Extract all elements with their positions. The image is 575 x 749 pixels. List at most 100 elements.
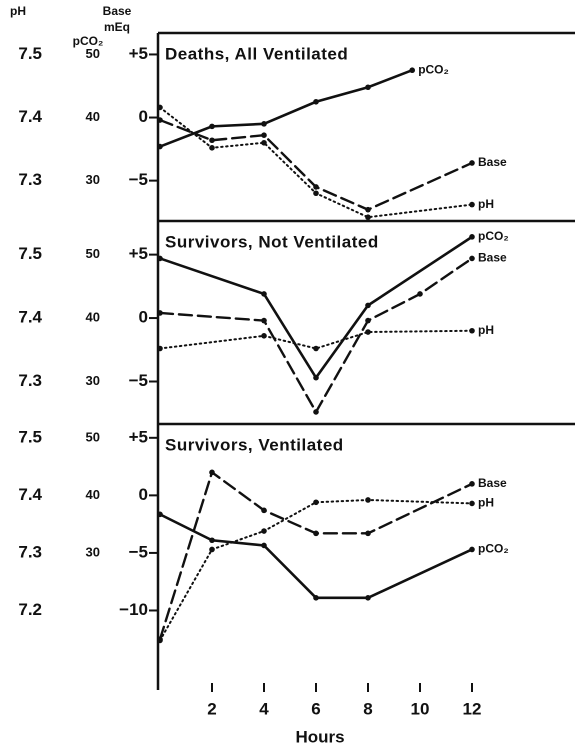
base-axis-label: Base — [103, 4, 132, 18]
y-tick-label: 40 — [86, 309, 100, 324]
y-tick-label: 30 — [86, 544, 100, 559]
y-tick-label: 7.3 — [18, 170, 42, 189]
panel-title: Survivors, Not Ventilated — [165, 232, 379, 251]
data-point — [313, 345, 319, 352]
x-tick-label: 2 — [207, 699, 216, 718]
series-line — [158, 513, 474, 600]
series-line — [158, 235, 474, 381]
data-point — [157, 345, 163, 352]
y-tick-label: 7.2 — [18, 600, 42, 619]
panel-title: Survivors, Ventilated — [165, 435, 344, 454]
data-point — [365, 317, 371, 324]
data-point — [261, 121, 267, 127]
y-tick-label: 7.4 — [18, 485, 42, 504]
x-tick-label: 4 — [259, 699, 269, 718]
data-point — [313, 595, 319, 601]
series-label: pCO₂ — [478, 542, 509, 556]
y-tick-label: 40 — [86, 487, 100, 502]
data-point — [469, 481, 475, 487]
y-tick-label: 7.5 — [18, 244, 42, 263]
data-point — [261, 317, 267, 324]
data-point — [469, 546, 475, 553]
data-point — [209, 469, 215, 476]
series-line — [158, 68, 414, 148]
data-point — [313, 409, 319, 415]
data-point — [313, 98, 319, 105]
data-point — [261, 132, 267, 139]
data-point — [409, 67, 416, 74]
y-tick-label: 50 — [86, 246, 100, 261]
series-line — [159, 498, 473, 642]
data-point — [157, 637, 163, 644]
data-point — [469, 234, 475, 240]
data-point — [261, 291, 267, 297]
data-point — [313, 374, 319, 381]
data-point — [209, 546, 215, 553]
data-point — [261, 139, 267, 146]
data-point — [313, 184, 319, 190]
data-point — [157, 255, 163, 262]
panel-title: Deaths, All Ventilated — [165, 44, 348, 63]
pco2-axis-label: pCO₂ — [73, 34, 104, 48]
data-point — [417, 291, 423, 297]
data-point — [157, 117, 163, 123]
y-tick-label: 7.5 — [18, 44, 42, 63]
data-point — [365, 84, 371, 91]
y-tick-label: +5 — [129, 427, 148, 446]
series-label: pH — [478, 323, 494, 337]
y-tick-label: 40 — [86, 109, 100, 124]
y-tick-label: +5 — [129, 44, 148, 63]
data-point — [365, 595, 371, 601]
data-point — [157, 104, 163, 111]
data-point — [313, 190, 319, 197]
data-point — [313, 530, 319, 537]
data-point — [261, 528, 267, 534]
data-point — [365, 302, 371, 309]
y-tick-label: 0 — [139, 308, 148, 327]
y-tick-label: 7.4 — [18, 107, 42, 126]
y-tick-label: 30 — [86, 172, 100, 187]
series-label: Base — [478, 251, 507, 265]
data-point — [209, 137, 215, 144]
x-tick-label: 12 — [463, 699, 482, 718]
data-point — [469, 500, 475, 507]
y-tick-label: −10 — [119, 600, 148, 619]
x-axis-label: Hours — [295, 727, 344, 746]
series-line — [159, 329, 473, 350]
data-point — [365, 214, 371, 221]
y-tick-label: 7.5 — [18, 427, 42, 446]
x-tick-label: 10 — [411, 699, 430, 718]
y-tick-label: 7.3 — [18, 542, 42, 561]
y-tick-label: −5 — [129, 170, 148, 189]
data-point — [209, 123, 215, 130]
data-point — [261, 507, 267, 514]
y-tick-label: 50 — [86, 429, 100, 444]
data-point — [365, 530, 371, 537]
data-point — [261, 542, 267, 549]
series-label: Base — [478, 155, 507, 169]
series-label: Base — [478, 476, 507, 490]
data-point — [469, 160, 475, 166]
y-tick-label: 50 — [86, 46, 100, 61]
data-point — [469, 255, 475, 262]
y-tick-label: 7.3 — [18, 371, 42, 390]
y-tick-label: 0 — [139, 107, 148, 126]
series-line — [158, 470, 474, 641]
data-point — [261, 333, 267, 339]
data-point — [209, 145, 215, 151]
data-point — [365, 329, 371, 335]
x-tick-label: 8 — [363, 699, 372, 718]
data-point — [313, 499, 319, 506]
base-axis-label: mEq — [104, 20, 130, 34]
series-line — [158, 118, 474, 211]
data-point — [157, 511, 163, 518]
series-label: pH — [478, 197, 494, 211]
data-point — [365, 206, 371, 213]
series-label: pH — [478, 496, 494, 510]
ph-axis-label: pH — [10, 4, 26, 18]
y-tick-label: 7.4 — [18, 308, 42, 327]
y-tick-label: 0 — [139, 485, 148, 504]
data-point — [469, 327, 475, 334]
y-tick-label: 30 — [86, 373, 100, 388]
